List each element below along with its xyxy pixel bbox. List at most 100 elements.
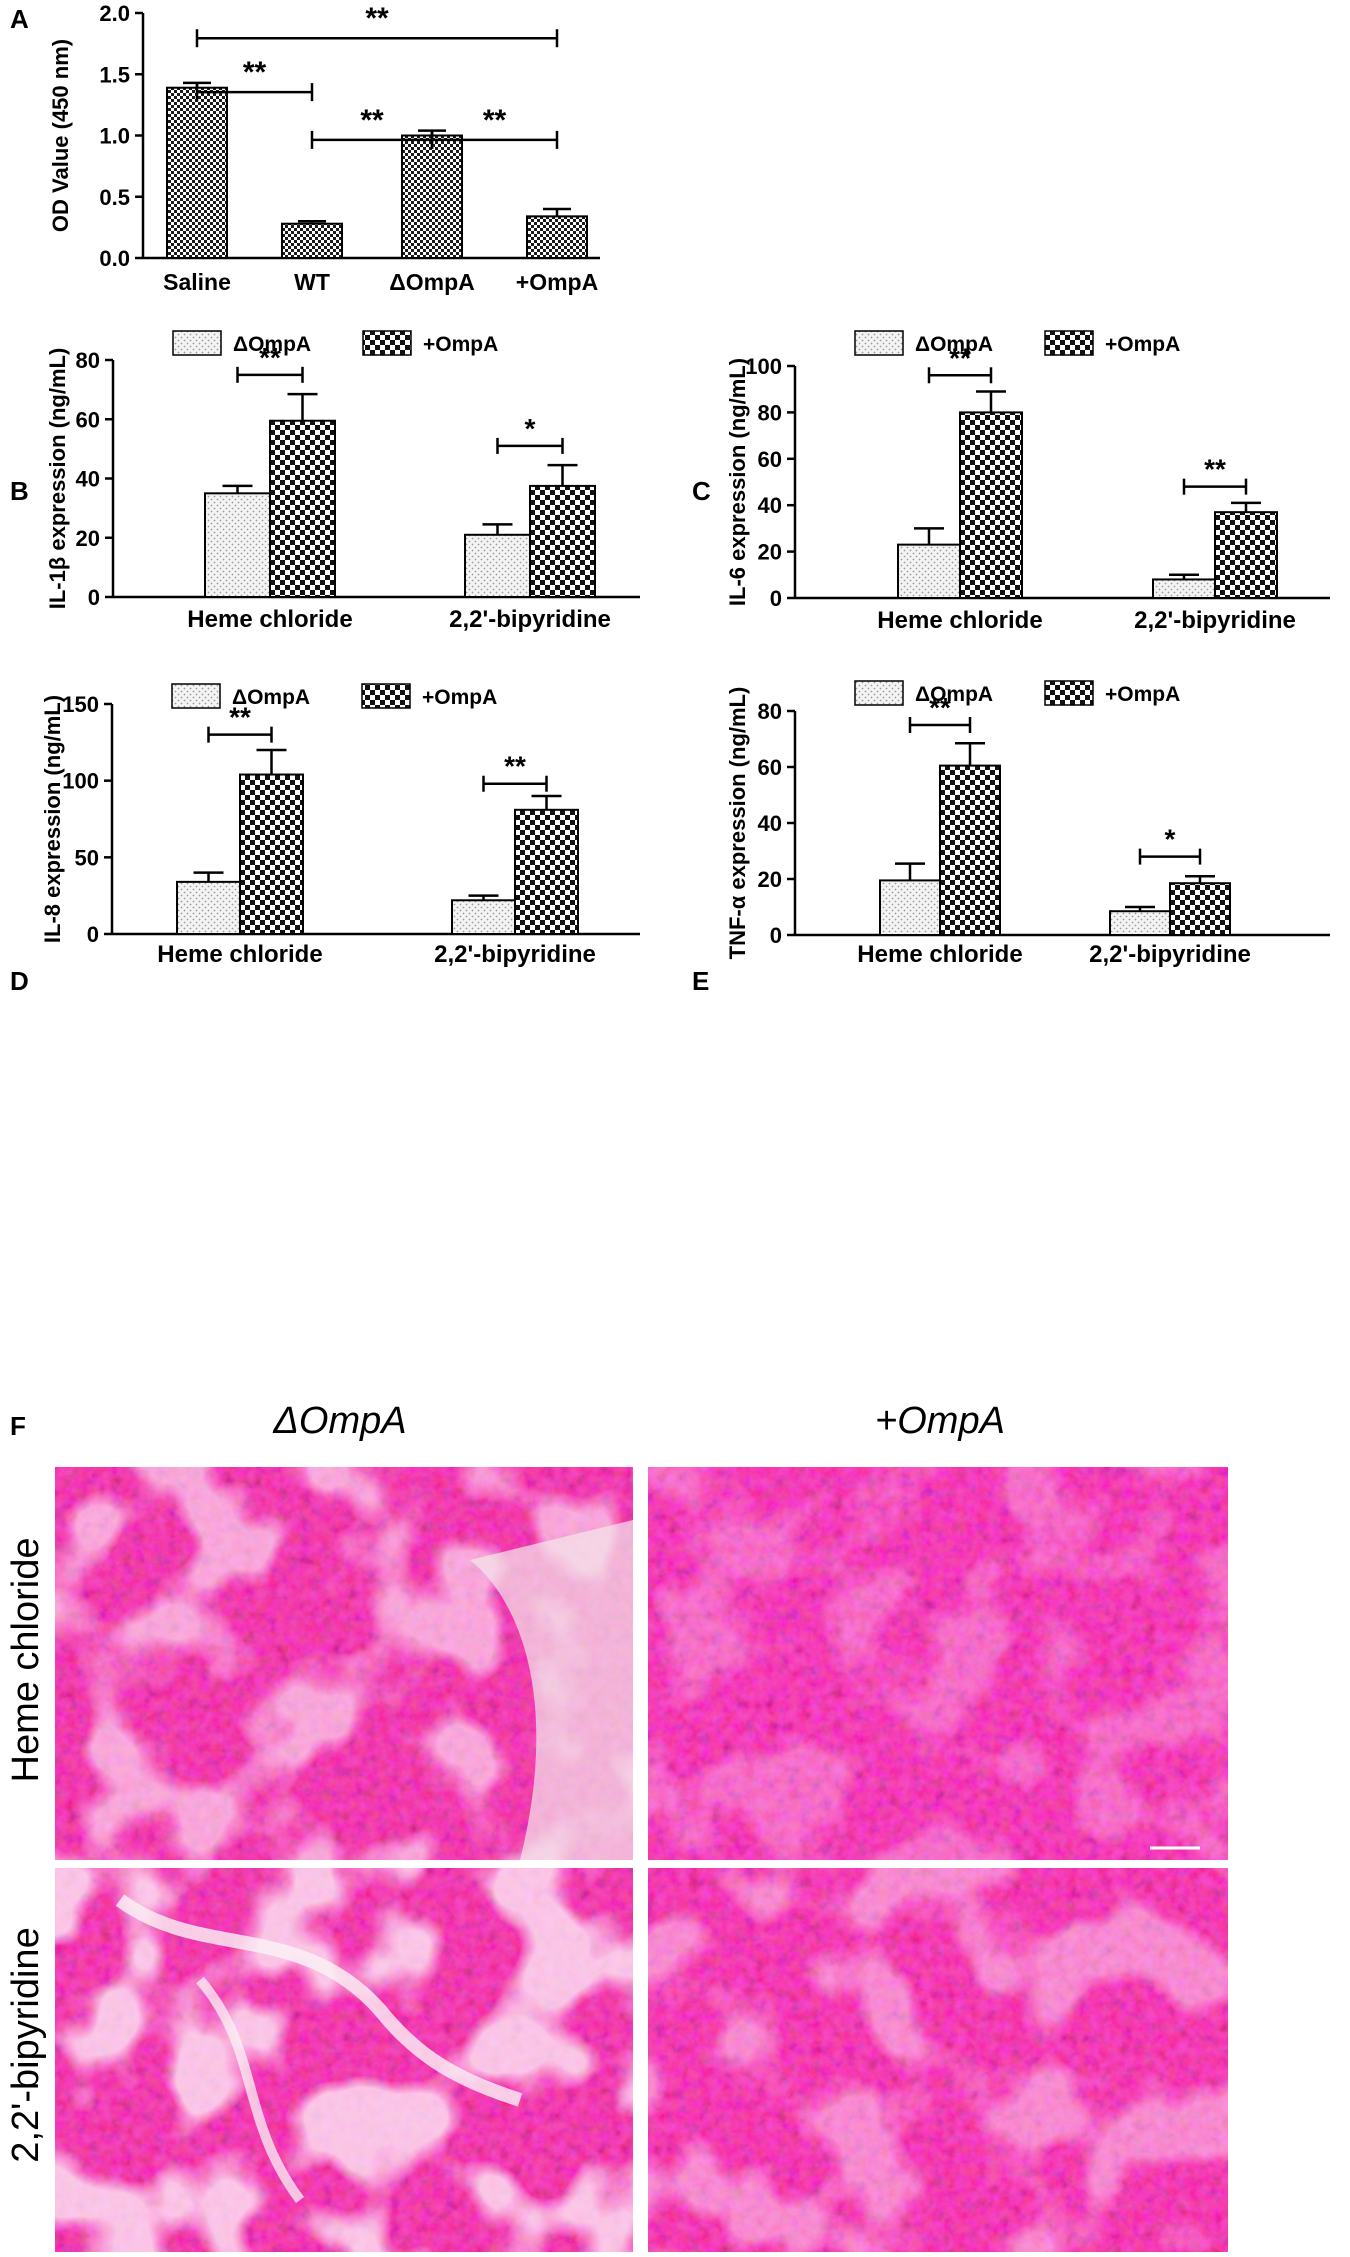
y-tick-label-b: 20: [76, 526, 100, 551]
panel-letter-e: E: [692, 966, 709, 996]
significance-label-a: **: [483, 104, 507, 137]
legend-swatch-e: [1044, 680, 1094, 706]
y-tick-label-e: 60: [758, 755, 782, 780]
y-tick-label-e: 40: [758, 811, 782, 836]
category-label-a: WT: [294, 269, 330, 295]
bar-d: [514, 808, 579, 935]
legend-swatch-c: [1044, 330, 1094, 356]
y-tick-label-e: 20: [758, 867, 782, 892]
bar-e: [1109, 910, 1171, 937]
y-tick-label-b: 60: [76, 407, 100, 432]
legend-label-e: ΔOmpA: [915, 683, 993, 706]
bar-d: [239, 773, 304, 935]
bar-a: [166, 86, 228, 259]
bar-e: [939, 764, 1001, 936]
panel-letter-d: D: [10, 966, 29, 996]
y-axis-label-e: TNF-α expression (ng/mL): [725, 687, 750, 960]
category-label-a: ΔOmpA: [389, 269, 475, 295]
micrograph-heme-delta-ompa: [55, 1467, 633, 1860]
y-tick-label-a: 2.0: [99, 1, 130, 26]
significance-label-e: **: [929, 692, 951, 723]
panel-f-row-label-1: Heme chloride: [5, 1538, 47, 1783]
category-label-b: Heme chloride: [187, 606, 352, 633]
panel-letter-c: C: [692, 476, 711, 506]
category-label-e: 2,2'-bipyridine: [1089, 941, 1251, 968]
y-axis-label-d: IL-8 expression (ng/mL): [40, 695, 65, 943]
legend-label-c: +OmpA: [1105, 333, 1180, 356]
legend-swatch-c: [854, 330, 904, 356]
panel-letter-a: A: [10, 4, 29, 34]
y-tick-label-a: 1.0: [99, 124, 130, 149]
y-tick-label-c: 40: [758, 493, 782, 518]
y-axis-label-a: OD Value (450 nm): [48, 39, 73, 232]
category-label-a: +OmpA: [516, 269, 598, 295]
legend-label-b: +OmpA: [423, 333, 498, 356]
bar-d: [451, 899, 516, 935]
y-tick-label-a: 0.0: [99, 246, 130, 271]
legend-swatch-d: [361, 683, 411, 709]
chart-a: 0.0 0.5 1.0 1.5 2.0 OD Value (450 nm) Saline WT…: [48, 1, 600, 295]
legend-label-b: ΔOmpA: [233, 333, 311, 356]
category-label-d: 2,2'-bipyridine: [434, 941, 596, 968]
bar-c: [959, 411, 1023, 599]
bar-c: [1152, 578, 1216, 600]
legend-label-d: +OmpA: [422, 686, 497, 709]
y-tick-label-b: 0: [88, 585, 100, 610]
legend-swatch-d: [171, 683, 221, 709]
category-label-c: 2,2'-bipyridine: [1134, 607, 1296, 634]
y-tick-label-c: 20: [758, 540, 782, 565]
legend-label-e: +OmpA: [1105, 683, 1180, 706]
y-tick-label-b: 40: [76, 467, 100, 492]
bar-d: [176, 880, 241, 935]
bar-a: [526, 215, 588, 260]
bar-e: [879, 879, 941, 937]
y-tick-label-a: 1.5: [99, 62, 130, 87]
y-axis-label-b: IL-1β expression (ng/mL): [45, 348, 70, 610]
bar-c: [897, 543, 961, 600]
panel-f-column-header-2: +OmpA: [875, 1400, 1005, 1442]
micrograph-bipyridine-delta-ompa: [55, 1868, 633, 2252]
y-tick-label-d: 50: [75, 845, 99, 870]
significance-label-a: **: [243, 56, 267, 89]
category-label-e: Heme chloride: [857, 941, 1022, 968]
y-tick-label-c: 100: [745, 354, 782, 379]
significance-label-c: **: [1204, 454, 1226, 485]
bar-e: [1169, 882, 1231, 937]
bar-a: [281, 222, 343, 259]
y-tick-label-c: 0: [770, 586, 782, 611]
legend-swatch-e: [854, 680, 904, 706]
bar-b: [529, 484, 596, 598]
significance-label-b: **: [259, 342, 281, 373]
significance-label-d: **: [229, 702, 251, 733]
y-tick-label-a: 0.5: [99, 185, 130, 210]
y-tick-label-e: 80: [758, 699, 782, 724]
legend-swatch-b: [172, 330, 222, 356]
category-label-d: Heme chloride: [157, 941, 322, 968]
significance-label-d: **: [504, 751, 526, 782]
y-tick-label-d: 100: [62, 769, 99, 794]
y-tick-label-c: 80: [758, 400, 782, 425]
micrograph-bipyridine-plus-ompa: [648, 1868, 1228, 2252]
legend-label-d: ΔOmpA: [232, 686, 310, 709]
significance-label-b: *: [525, 413, 536, 444]
y-tick-label-e: 0: [770, 923, 782, 948]
bar-a: [401, 134, 463, 259]
panel-f-row-label-2: 2,2'-bipyridine: [5, 1927, 47, 2162]
significance-label-c: **: [949, 342, 971, 373]
y-tick-label-b: 80: [76, 348, 100, 373]
legend-label-c: ΔOmpA: [915, 333, 993, 356]
category-label-a: Saline: [163, 269, 231, 295]
panel-letter-f: F: [10, 1411, 26, 1441]
y-tick-label-c: 60: [758, 447, 782, 472]
legend-swatch-b: [362, 330, 412, 356]
category-label-b: 2,2'-bipyridine: [449, 606, 611, 633]
bar-b: [204, 492, 271, 598]
panel-letter-b: B: [10, 476, 29, 506]
significance-label-a: **: [365, 2, 389, 35]
chart-e: 0 20 40 60 80 TNF-α expression (ng/mL) ΔOmpA +O…: [725, 680, 1330, 968]
bar-b: [269, 419, 336, 599]
